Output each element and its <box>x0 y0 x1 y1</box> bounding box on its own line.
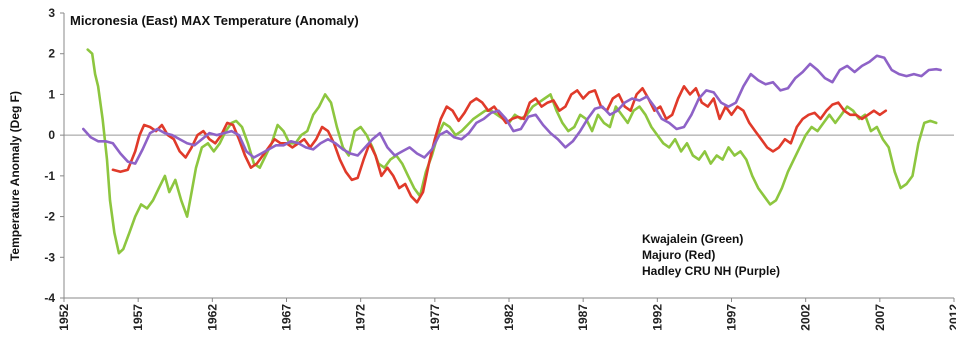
series-line-kwajalein <box>86 48 938 255</box>
x-tick-label: 1952 <box>57 304 71 331</box>
x-tick-label: 2012 <box>947 304 956 331</box>
y-tick-label: -3 <box>44 250 55 264</box>
y-tick-label: 0 <box>48 128 55 142</box>
legend: Kwajalein (Green) Majuro (Red) Hadley CR… <box>642 232 780 278</box>
y-tick-label: -1 <box>44 169 55 183</box>
legend-entry-kwajalein: Kwajalein (Green) <box>642 232 743 246</box>
x-tick-label: 2002 <box>799 304 813 331</box>
series-line-majuro <box>111 85 888 204</box>
x-tick-label: 1982 <box>502 304 516 331</box>
chart-title: Micronesia (East) MAX Temperature (Anoma… <box>70 13 359 28</box>
axes-layer: -4 -3 -2 -1 0 1 2 3 1952 1957 1962 1967 1972 1977 1982… <box>44 6 956 331</box>
x-tick-label: 1962 <box>205 304 219 331</box>
x-tick-label: 1987 <box>576 304 590 331</box>
y-tick-label: -2 <box>44 210 55 224</box>
y-tick-label: -4 <box>44 291 55 305</box>
x-tick-label: 1957 <box>131 304 145 331</box>
y-tick-label: 1 <box>48 87 55 101</box>
y-tick-label: 2 <box>48 47 55 61</box>
x-tick-label: 2007 <box>873 304 887 331</box>
series-layer <box>82 48 942 255</box>
legend-entry-majuro: Majuro (Red) <box>642 248 715 262</box>
x-tick-label: 1972 <box>354 304 368 331</box>
legend-entry-hadley: Hadley CRU NH (Purple) <box>642 264 780 278</box>
y-tick-label: 3 <box>48 6 55 20</box>
series-line-hadley <box>82 54 942 165</box>
x-tick-label: 1977 <box>428 304 442 331</box>
x-tick-label: 1967 <box>280 304 294 331</box>
x-tick-label: 1992 <box>650 304 664 331</box>
x-tick-label: 1997 <box>725 304 739 331</box>
y-axis-label: Temperature Anomaly (Deg F) <box>8 91 22 261</box>
